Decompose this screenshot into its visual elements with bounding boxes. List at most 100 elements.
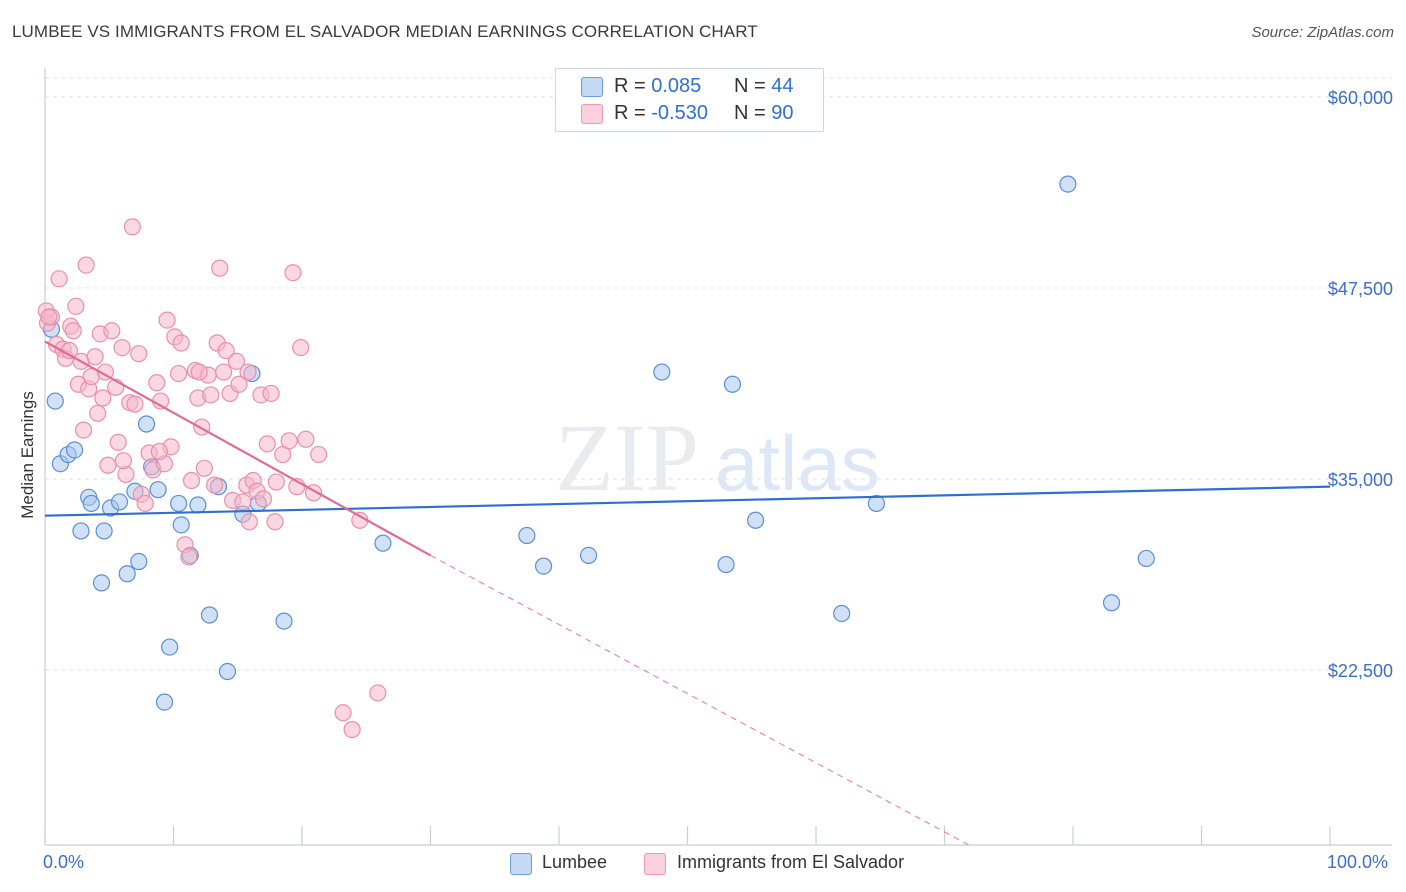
lumbee-point	[653, 363, 671, 381]
el-salvador-point	[158, 311, 176, 329]
correlation-legend: R = 0.085 N = 44 R = -0.530 N = 90	[555, 68, 824, 132]
el-salvador-point	[266, 513, 284, 531]
el-salvador-point	[148, 374, 166, 392]
watermark-zip: ZIP	[555, 404, 699, 511]
trend-layer	[44, 340, 1331, 847]
lumbee-point	[130, 552, 148, 571]
el-salvador-point	[211, 259, 229, 277]
lumbee-point	[867, 494, 885, 513]
el-salvador-point	[113, 338, 131, 357]
el-salvador-point	[114, 452, 132, 470]
el-salvador-point	[172, 334, 190, 352]
el-salvador-point	[202, 386, 220, 404]
el-salvador-point	[40, 308, 58, 326]
y-axis-label: Median Earnings	[18, 391, 37, 519]
bottom-swatch-lumbee	[510, 853, 532, 875]
lumbee-point	[170, 494, 188, 513]
legend-swatch-lumbee	[581, 77, 603, 97]
n-value-lumbee: 44	[771, 75, 794, 97]
y-tick-label: $47,500	[1328, 279, 1393, 299]
lumbee-point	[95, 522, 113, 540]
bottom-label-lumbee: Lumbee	[542, 852, 608, 872]
el-salvador-point	[227, 352, 246, 370]
legend-row-lumbee: R = 0.085 N = 44	[556, 73, 821, 101]
x-tick-label-min: 0.0%	[43, 852, 85, 872]
el-salvador-point	[86, 348, 104, 366]
lumbee-point	[723, 375, 742, 393]
lumbee-point	[137, 415, 156, 433]
lumbee-point	[200, 606, 219, 624]
el-salvador-point	[67, 297, 85, 315]
el-salvador-point	[182, 471, 201, 490]
el-salvador-point	[292, 338, 310, 357]
legend-swatch-el-salvador	[581, 104, 603, 124]
watermark: ZIP atlas	[555, 404, 880, 511]
lumbee-point	[833, 604, 851, 623]
source-label: Source: ZipAtlas.com	[1251, 24, 1394, 41]
el-salvador-point	[103, 322, 121, 340]
bottom-swatch-el-salvador	[644, 853, 666, 875]
lumbee-point	[110, 493, 129, 511]
el-salvador-trend-line	[44, 340, 432, 557]
lumbee-point	[1059, 175, 1077, 193]
lumbee-point	[72, 522, 90, 540]
y-tick-label: $60,000	[1328, 88, 1393, 108]
chart-title: LUMBEE VS IMMIGRANTS FROM EL SALVADOR ME…	[12, 22, 758, 41]
el-salvador-trend-line-extension	[430, 554, 971, 847]
n-value-el-salvador: 90	[771, 102, 794, 124]
legend-r-el-salvador: R = -0.530	[614, 102, 708, 124]
el-salvador-point	[130, 345, 148, 363]
el-salvador-point	[343, 720, 361, 739]
el-salvador-point	[195, 459, 213, 477]
el-salvador-point	[334, 704, 352, 722]
el-salvador-point	[239, 363, 257, 381]
lumbee-point	[161, 638, 179, 656]
lumbee-point	[82, 494, 100, 513]
el-salvador-point	[234, 493, 252, 511]
legend-n-lumbee: N = 44	[734, 75, 794, 97]
el-salvador-point	[369, 684, 387, 702]
points-layer	[37, 175, 1155, 739]
el-salvador-point	[240, 513, 258, 531]
el-salvador-point	[136, 494, 154, 513]
el-salvador-point	[190, 363, 208, 381]
el-salvador-point	[109, 433, 127, 451]
el-salvador-point	[64, 322, 82, 340]
el-salvador-point	[180, 548, 198, 566]
lumbee-point	[46, 392, 64, 410]
lumbee-point	[747, 511, 765, 529]
el-salvador-point	[50, 270, 68, 288]
el-salvador-point	[297, 430, 315, 448]
lumbee-trend-line	[44, 485, 1331, 517]
y-tick-label: $35,000	[1328, 470, 1393, 490]
lumbee-point	[717, 555, 735, 574]
el-salvador-point	[274, 445, 292, 464]
el-salvador-point	[215, 363, 233, 381]
lumbee-point	[92, 574, 111, 592]
lumbee-point	[275, 612, 293, 630]
lumbee-point	[1102, 594, 1121, 612]
lumbee-point	[218, 662, 237, 681]
el-salvador-point	[258, 435, 276, 453]
el-salvador-point	[217, 342, 235, 360]
el-salvador-point	[170, 364, 188, 383]
el-salvador-point	[262, 384, 280, 403]
r-value-lumbee: 0.085	[651, 75, 702, 97]
lumbee-point	[518, 526, 536, 545]
lumbee-point	[579, 546, 598, 565]
el-salvador-point	[230, 375, 248, 393]
el-salvador-point	[99, 456, 117, 474]
legend-n-el-salvador: N = 90	[734, 102, 794, 124]
lumbee-point	[534, 557, 553, 575]
r-value-el-salvador: -0.530	[651, 102, 708, 124]
el-salvador-point	[310, 445, 328, 464]
el-salvador-point	[126, 395, 144, 413]
el-salvador-point	[284, 264, 302, 282]
lumbee-point	[65, 441, 84, 459]
watermark-atlas: atlas	[715, 419, 880, 507]
el-salvador-point	[94, 389, 112, 407]
y-tick-labels: $22,500 $35,000 $47,500 $60,000	[1328, 88, 1393, 681]
lumbee-point	[118, 565, 136, 583]
legend-r-lumbee: R = 0.085	[614, 75, 702, 97]
